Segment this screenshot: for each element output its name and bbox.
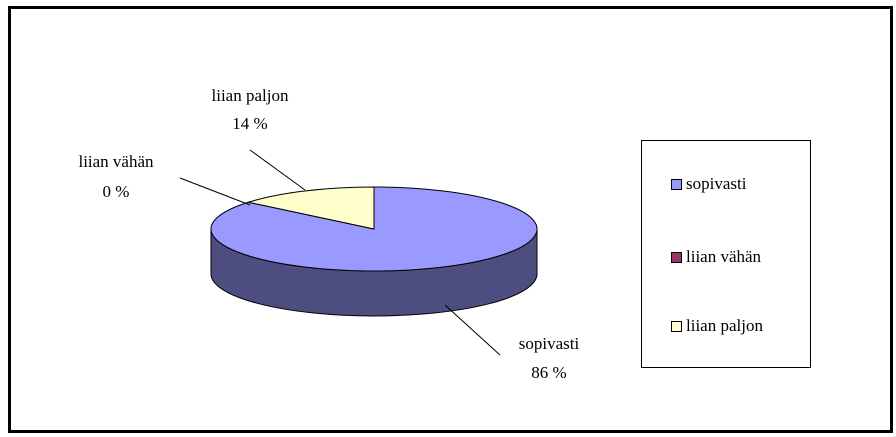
legend-swatch <box>671 252 682 263</box>
legend-swatch <box>671 321 682 332</box>
data-label-value: 14 % <box>232 114 267 133</box>
legend-label: liian paljon <box>686 316 763 335</box>
legend-label: sopivasti <box>686 174 747 193</box>
data-label-name: sopivasti <box>519 334 580 353</box>
data-label-name: liian paljon <box>212 86 289 105</box>
leader-line <box>249 149 306 191</box>
slice <box>246 186 375 230</box>
legend-label: liian vähän <box>686 247 762 266</box>
data-label-value: 0 % <box>103 182 130 201</box>
legend-box <box>641 140 811 368</box>
data-label-value: 86 % <box>531 363 566 382</box>
legend-swatch <box>671 179 682 190</box>
data-label-name: liian vähän <box>78 152 154 171</box>
leader-line <box>179 177 251 206</box>
leader-line <box>444 304 501 356</box>
